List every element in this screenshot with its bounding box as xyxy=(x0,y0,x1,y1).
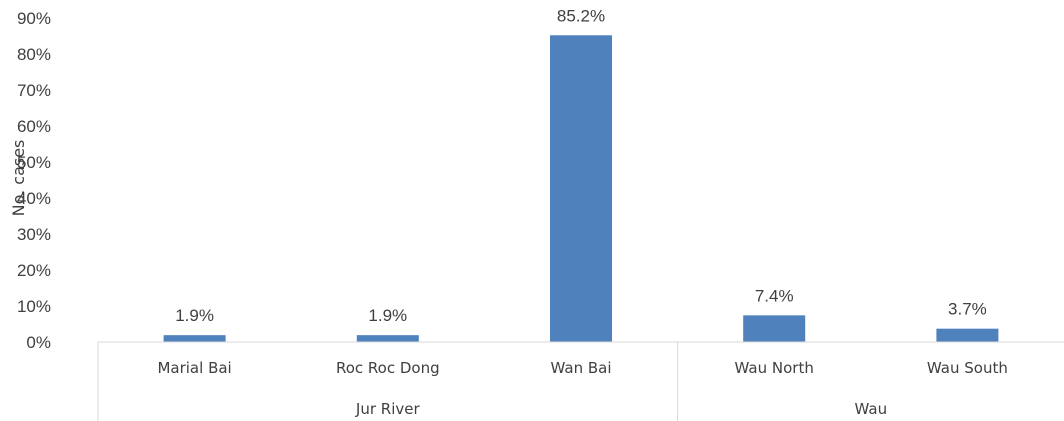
data-label: 3.7% xyxy=(948,300,987,319)
y-tick-label: 0% xyxy=(26,333,51,352)
data-label: 7.4% xyxy=(755,286,794,305)
bar xyxy=(356,335,419,342)
x-tick-label: Marial Bai xyxy=(157,359,231,377)
data-label: 1.9% xyxy=(175,306,214,325)
group-label: Jur River xyxy=(355,400,421,418)
x-tick-label: Wau South xyxy=(927,359,1008,377)
category-axis: Marial Bai Roc Roc Dong Wan Bai Wau North Wa… xyxy=(97,341,1064,421)
y-tick-label: 90% xyxy=(17,9,51,28)
data-label: 1.9% xyxy=(368,306,407,325)
x-tick-label: Roc Roc Dong xyxy=(336,359,440,377)
bar xyxy=(936,328,999,342)
y-tick-label: 60% xyxy=(17,117,51,136)
data-label: 85.2% xyxy=(557,6,605,25)
y-tick-label: 80% xyxy=(17,45,51,64)
bars xyxy=(163,35,999,342)
x-tick-label: Wau North xyxy=(735,359,814,377)
y-tick-label: 10% xyxy=(17,297,51,316)
bar xyxy=(743,315,806,342)
y-axis-label: No. cases xyxy=(9,140,28,217)
bar xyxy=(550,35,612,342)
data-labels: 1.9% 1.9% 85.2% 7.4% 3.7% xyxy=(175,6,987,325)
y-axis-ticks: 0% 10% 20% 30% 40% 50% 60% 70% 80% 90% xyxy=(17,9,51,352)
x-tick-label: Wan Bai xyxy=(551,359,612,377)
y-tick-label: 50% xyxy=(17,153,51,172)
group-label: Wau xyxy=(855,400,888,418)
bar xyxy=(163,335,226,342)
y-tick-label: 20% xyxy=(17,261,51,280)
y-tick-label: 30% xyxy=(17,225,51,244)
y-tick-label: 40% xyxy=(17,189,51,208)
y-tick-label: 70% xyxy=(17,81,51,100)
